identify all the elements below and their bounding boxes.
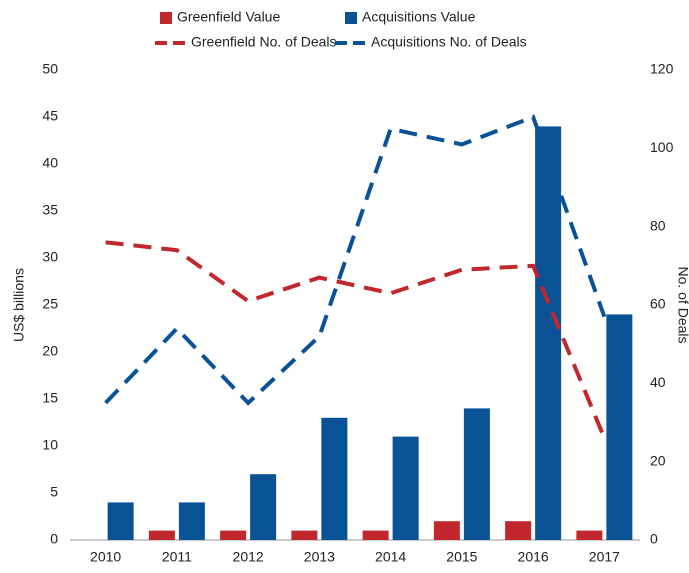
y-tick-label: 25 [42,296,58,312]
y-tick-label: 5 [50,484,58,500]
legend-label: Acquisitions Value [362,9,476,25]
y2-tick-label: 20 [650,452,666,468]
legend-swatch [345,12,357,24]
bar [148,530,175,540]
bar [178,502,205,540]
y2-axis-label: No. of Deals [675,266,689,343]
x-tick-label: 2017 [589,549,620,565]
legend-label: Greenfield No. of Deals [191,34,337,50]
y-tick-label: 45 [42,108,58,124]
x-tick-label: 2016 [518,549,549,565]
legend-swatch [160,12,172,24]
bar [392,436,419,540]
x-tick-label: 2011 [162,549,192,565]
bar [535,126,562,541]
y2-tick-label: 0 [650,531,658,547]
bar [606,314,633,540]
y-tick-label: 40 [42,155,58,171]
legend-label: Acquisitions No. of Deals [371,34,527,50]
bar [505,521,532,540]
y-tick-label: 15 [42,390,58,406]
x-tick-label: 2014 [375,549,406,565]
x-tick-label: 2010 [90,549,121,565]
legend-label: Greenfield Value [177,9,280,25]
y2-tick-label: 40 [650,374,666,390]
line [104,114,607,406]
bar [107,502,134,540]
x-tick-label: 2012 [233,549,264,565]
y-tick-label: 0 [50,531,58,547]
y2-tick-label: 80 [650,217,666,233]
line [105,240,607,439]
y2-tick-label: 100 [650,139,674,155]
y-tick-label: 10 [42,437,58,453]
y-tick-label: 20 [42,343,58,359]
bar [362,530,389,540]
x-tick-label: 2015 [446,549,477,565]
y-tick-label: 30 [42,249,58,265]
bar [463,408,490,540]
bar [576,530,603,540]
bar [291,530,318,540]
x-tick-label: 2013 [304,549,335,565]
y-axis-label: US$ billions [11,268,27,342]
y-tick-label: 35 [42,202,58,218]
y2-tick-label: 60 [650,296,666,312]
bar [433,521,460,540]
bar [250,474,277,540]
y-tick-label: 50 [42,61,58,77]
bar [321,417,348,540]
bar [220,530,247,540]
y2-tick-label: 120 [650,61,674,77]
